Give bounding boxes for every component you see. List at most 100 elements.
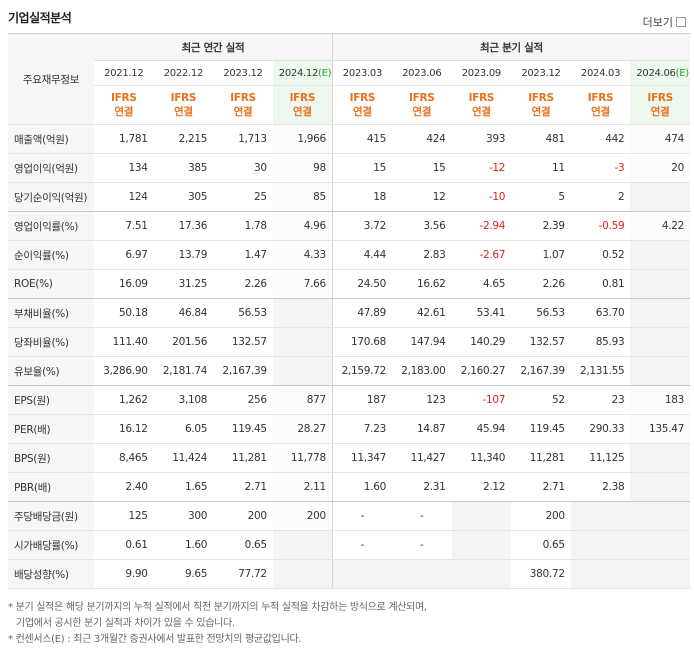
- value-cell: 77.72: [213, 559, 273, 589]
- estimate-mark: (E): [675, 67, 690, 79]
- empty-cell: [272, 530, 333, 560]
- data-row: 배당성향(%) 9.90 9.65 77.72 380.72: [8, 559, 690, 589]
- value-cell: 11,281: [511, 443, 571, 473]
- financial-table: 주요재무정보 최근 연간 실적 최근 분기 실적 2021.12 2022.12 2023…: [8, 33, 690, 589]
- value-cell: 1.60: [153, 530, 214, 560]
- value-cell: 200: [213, 501, 273, 531]
- empty-cell: [570, 530, 631, 560]
- value-cell: 16.09: [94, 269, 154, 299]
- value-cell: 111.40: [94, 327, 154, 357]
- value-cell: 31.25: [153, 269, 214, 299]
- value-cell: 2,215: [153, 124, 214, 154]
- value-cell: 20: [630, 153, 690, 183]
- value-cell: 183: [630, 385, 690, 415]
- data-row: 순이익률(%) 6.97 13.79 1.47 4.33 4.44 2.83 -2.67 1.0…: [8, 240, 690, 270]
- value-cell: 4.44: [331, 240, 392, 270]
- value-cell: 1.47: [213, 240, 273, 270]
- value-cell: 124: [94, 182, 154, 212]
- period-header: 2023.06: [391, 60, 452, 86]
- basis: 연결: [174, 106, 193, 118]
- value-cell: 135.47: [630, 414, 690, 444]
- value-cell: 6.05: [153, 414, 214, 444]
- period-header: 2022.12: [153, 60, 214, 86]
- value-cell: 14.87: [391, 414, 452, 444]
- basis: IFRS: [111, 92, 137, 104]
- value-cell: 415: [331, 124, 392, 154]
- value-cell: 200: [511, 501, 571, 531]
- period: 2024.03: [580, 67, 621, 79]
- value-cell: 2.83: [391, 240, 452, 270]
- period: 2024.06: [636, 67, 676, 79]
- value-cell: 15: [331, 153, 392, 183]
- group-header: 최근 분기 실적: [331, 33, 690, 61]
- value-cell: -2.94: [451, 211, 512, 241]
- row-label: EPS(원): [8, 385, 94, 415]
- data-row: 부채비율(%) 50.18 46.84 56.53 47.89 42.61 53.41 56.…: [8, 298, 690, 328]
- value-cell: 7.23: [331, 414, 392, 444]
- value-cell: 1.07: [511, 240, 571, 270]
- notes: * 분기 실적은 해당 분기까지의 누적 실적에서 직전 분기까지의 누적 실적…: [8, 600, 427, 648]
- empty-cell: [630, 443, 690, 473]
- value-cell: 63.70: [570, 298, 631, 328]
- value-cell: 2.31: [391, 472, 452, 502]
- value-cell: 1.65: [153, 472, 214, 502]
- value-cell: -: [391, 530, 452, 560]
- data-row: 주당배당금(원) 125 300 200 200- -200: [8, 501, 690, 531]
- data-row: 매출액(억원) 1,781 2,215 1,713 1,966 415 424 393 481 4…: [8, 124, 690, 154]
- basis: 연결: [353, 106, 372, 118]
- section-title: 기업실적분석: [8, 11, 72, 25]
- basis: IFRS: [468, 92, 495, 104]
- basis-header: IFRS 연결: [331, 85, 392, 125]
- empty-cell: [630, 501, 690, 531]
- value-cell: -12: [451, 153, 512, 183]
- value-cell: 2.38: [570, 472, 631, 502]
- value-cell: 119.45: [213, 414, 273, 444]
- value-cell: 147.94: [391, 327, 452, 357]
- empty-cell: [272, 356, 333, 386]
- value-cell: -3: [570, 153, 631, 183]
- period-header: 2023.12: [213, 60, 273, 86]
- value-cell: 6.97: [94, 240, 154, 270]
- value-cell: 2.40: [94, 472, 154, 502]
- row-label: 매출액(억원): [8, 124, 94, 154]
- row-label: BPS(원): [8, 443, 94, 473]
- value-cell: 3.56: [391, 211, 452, 241]
- data-row: 유보율(%) 3,286.90 2,181.74 2,167.39 2,159.72 2,…: [8, 356, 690, 386]
- value-cell: 17.36: [153, 211, 214, 241]
- value-cell: 45.94: [451, 414, 512, 444]
- value-cell: 23: [570, 385, 631, 415]
- period: 2023.12: [521, 67, 561, 79]
- basis: 연결: [412, 106, 432, 118]
- basis: IFRS: [647, 92, 673, 104]
- value-cell: 11,778: [272, 443, 333, 473]
- row-label: 당좌비율(%): [8, 327, 94, 357]
- value-cell: 11,125: [570, 443, 631, 473]
- value-cell: -2.67: [451, 240, 512, 270]
- row-label: PER(배): [8, 414, 94, 444]
- empty-cell: [630, 327, 690, 357]
- value-cell: 4.22: [630, 211, 690, 241]
- value-cell: 1,262: [94, 385, 154, 415]
- value-cell: 0.52: [570, 240, 631, 270]
- empty-cell: [570, 559, 631, 589]
- more-link[interactable]: 더보기: [643, 14, 686, 30]
- value-cell: 2.26: [213, 269, 273, 299]
- data-row: 당기순이익(억원) 124 305 25 85 18 12 -10 5 2: [8, 182, 690, 212]
- value-cell: 2,167.39: [213, 356, 273, 386]
- value-cell: 4.96: [272, 211, 333, 241]
- note: * 컨센서스(E) : 최근 3개월간 증권사에서 발표한 전망치의 평균값입니…: [8, 634, 302, 645]
- value-cell: 132.57: [511, 327, 571, 357]
- value-cell: 2.71: [511, 472, 571, 502]
- value-cell: 9.65: [153, 559, 214, 589]
- value-cell: 50.18: [94, 298, 154, 328]
- empty-cell: [630, 240, 690, 270]
- value-cell: 393: [451, 124, 512, 154]
- value-cell: 1,966: [272, 124, 333, 154]
- value-cell: 119.45: [511, 414, 571, 444]
- row-label: 부채비율(%): [8, 298, 94, 328]
- value-cell: 7.66: [272, 269, 333, 299]
- empty-cell: [570, 501, 631, 531]
- value-cell: 2: [570, 182, 631, 212]
- empty-cell: [451, 559, 512, 589]
- basis-header: IFRS 연결: [272, 85, 333, 125]
